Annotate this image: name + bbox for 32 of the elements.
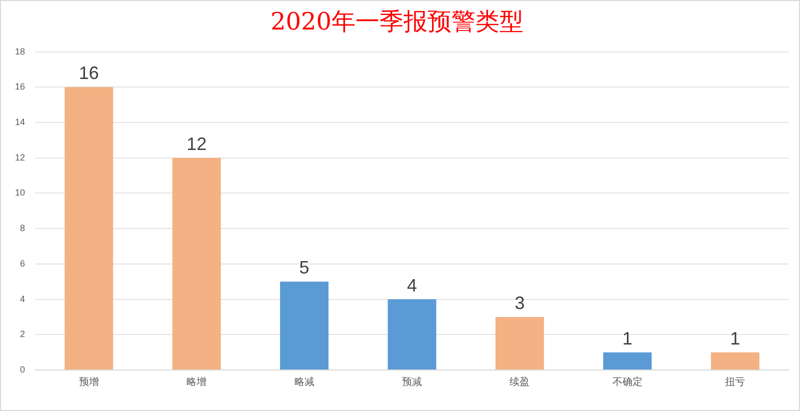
- bar: [603, 352, 652, 370]
- y-tick-label: 2: [20, 329, 26, 340]
- y-tick-label: 14: [14, 116, 26, 127]
- x-tick-label: 略增: [186, 376, 207, 388]
- bar: [388, 299, 436, 370]
- bar: [64, 87, 114, 370]
- y-tick-label: 12: [14, 152, 26, 162]
- y-tick-label: 18: [14, 46, 26, 56]
- data-label: 4: [407, 275, 418, 296]
- x-tick-label: 预减: [402, 376, 422, 388]
- y-tick-label: 4: [20, 294, 26, 304]
- x-tick-label: 不确定: [612, 376, 642, 388]
- x-tick-label: 略减: [294, 376, 314, 388]
- data-label: 3: [514, 292, 525, 313]
- data-label: 16: [78, 63, 99, 84]
- bar: [172, 158, 221, 370]
- data-label: 1: [622, 328, 632, 348]
- bar: [710, 352, 760, 370]
- x-tick-label: 预增: [78, 376, 99, 388]
- data-label: 5: [299, 258, 310, 278]
- bar: [280, 282, 329, 370]
- data-label: 12: [186, 134, 207, 154]
- y-tick-label: 10: [14, 188, 26, 198]
- chart-title: 2020年一季报预警类型: [270, 8, 524, 36]
- data-label: 1: [730, 328, 740, 348]
- bar: [495, 316, 544, 370]
- x-tick-label: 扭亏: [725, 376, 746, 388]
- y-tick-label: 0: [20, 364, 26, 374]
- y-tick-label: 6: [20, 258, 26, 268]
- x-tick-label: 续盈: [510, 376, 530, 388]
- y-tick-label: 8: [20, 223, 26, 234]
- y-tick-label: 16: [14, 82, 26, 92]
